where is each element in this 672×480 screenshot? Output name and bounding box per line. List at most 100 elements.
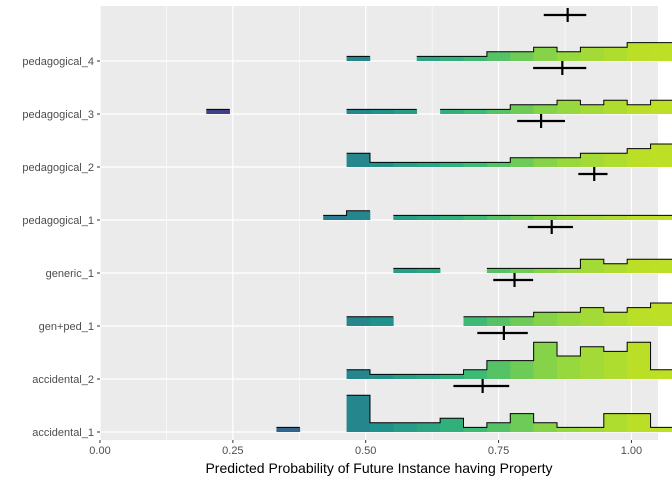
- histogram-bar: [440, 215, 464, 220]
- histogram-bar: [393, 162, 418, 167]
- ridge-accidental_1: [276, 394, 672, 432]
- histogram-bar: [393, 268, 418, 273]
- histogram-bar: [603, 47, 628, 61]
- histogram-bar: [416, 268, 441, 273]
- histogram-bar: [580, 47, 605, 61]
- ridge-outline: [346, 143, 672, 163]
- histogram-bar: [533, 157, 558, 167]
- y-tick-label: accidental_1: [32, 427, 94, 439]
- histogram-bar: [627, 413, 651, 432]
- histogram-bar: [369, 109, 394, 114]
- histogram-bar: [463, 316, 488, 326]
- ridge-gen+ped_1: [346, 302, 672, 326]
- y-tick-label: pedagogical_2: [22, 162, 94, 174]
- interval-pedagogical_3: [533, 61, 587, 75]
- histogram-bar: [650, 144, 672, 167]
- x-tick-label: 1.00: [621, 445, 642, 457]
- histogram-bar: [650, 215, 672, 220]
- interval-pedagogical_2: [517, 114, 565, 128]
- minor-gridlines: [166, 6, 566, 440]
- histogram-bar: [393, 374, 418, 379]
- histogram-bar: [510, 51, 534, 61]
- histogram-bar: [486, 51, 511, 61]
- histogram-bar: [603, 215, 628, 220]
- histogram-bar: [650, 100, 672, 114]
- histogram-bar: [393, 215, 418, 220]
- histogram-bar: [533, 342, 558, 379]
- histogram-bar: [346, 56, 371, 61]
- x-axis: 0.00 0.25 0.50 0.75 1.00: [89, 440, 642, 457]
- y-tick-label: accidental_2: [32, 374, 94, 386]
- histogram-bar: [603, 351, 628, 379]
- histogram-bar: [580, 104, 605, 114]
- ridge-pedagogical_1: [323, 210, 672, 220]
- histogram-bar: [369, 162, 394, 167]
- histogram-bar: [650, 42, 672, 61]
- histogram-bar: [510, 360, 534, 379]
- y-tick-label: generic_1: [46, 268, 94, 280]
- x-tick-label: 0.00: [89, 445, 110, 457]
- histogram-bar: [510, 157, 534, 167]
- y-tick-label: pedagogical_3: [22, 109, 94, 121]
- histogram-bar: [557, 100, 581, 114]
- y-axis: accidental_1 accidental_2 gen+ped_1 generic…: [22, 56, 100, 439]
- interval-pedagogical_4: [543, 8, 587, 22]
- histogram-bar: [650, 259, 672, 273]
- histogram-bar: [557, 312, 581, 326]
- histogram-bar: [486, 215, 511, 220]
- histogram-bar: [486, 360, 511, 379]
- histogram-bar: [510, 215, 534, 220]
- interval-generic_1: [527, 220, 573, 234]
- histogram-bar: [346, 395, 371, 432]
- histogram-bar: [416, 215, 441, 220]
- histogram-bar: [416, 162, 441, 167]
- x-axis-title: Predicted Probability of Future Instance…: [205, 460, 552, 476]
- x-tick-label: 0.50: [355, 445, 376, 457]
- histogram-bar: [416, 374, 441, 379]
- histogram-bar: [463, 369, 488, 379]
- histogram-bar: [440, 109, 464, 114]
- histogram-bar: [463, 215, 488, 220]
- histogram-bar: [627, 42, 651, 61]
- histogram-bar: [346, 109, 371, 114]
- interval-accidental_2: [477, 326, 528, 340]
- histogram-bar: [627, 342, 651, 379]
- interval-markers: [453, 8, 608, 393]
- histogram-bar: [510, 104, 534, 114]
- histogram-bar: [603, 153, 628, 167]
- histogram-bar: [533, 312, 558, 326]
- histogram-bar: [323, 215, 347, 220]
- histogram-bar: [627, 259, 651, 273]
- y-tick-label: gen+ped_1: [39, 321, 94, 333]
- histogram-bar: [580, 215, 605, 220]
- histogram-bar: [627, 215, 651, 220]
- histogram-bar: [393, 422, 418, 432]
- ridge-pedagogical_3: [206, 99, 672, 114]
- histogram-bar: [533, 268, 558, 273]
- histogram-bar: [486, 162, 511, 167]
- histogram-bar: [627, 148, 651, 167]
- histogram-bar: [627, 307, 651, 326]
- histogram-bar: [369, 374, 394, 379]
- histogram-bar: [533, 215, 558, 220]
- histogram-bar: [603, 100, 628, 114]
- histogram-bar: [650, 427, 672, 432]
- histogram-bar: [557, 157, 581, 167]
- histogram-bar: [580, 346, 605, 379]
- ridge-outline: [486, 258, 672, 269]
- histogram-bar: [463, 162, 488, 167]
- histogram-bar: [369, 422, 394, 432]
- histogram-bar: [346, 210, 371, 220]
- ridge-pedagogical_2: [346, 143, 672, 167]
- histogram-bar: [580, 307, 605, 326]
- histogram-bar: [486, 316, 511, 326]
- histogram-bar: [580, 427, 605, 432]
- histogram-bar: [557, 356, 581, 379]
- histogram-bar: [557, 268, 581, 273]
- histogram-bar: [206, 109, 230, 114]
- histogram-bar: [486, 268, 511, 273]
- histogram-bar: [533, 47, 558, 61]
- ridge-outline: [323, 210, 370, 216]
- histogram-bar: [346, 316, 371, 326]
